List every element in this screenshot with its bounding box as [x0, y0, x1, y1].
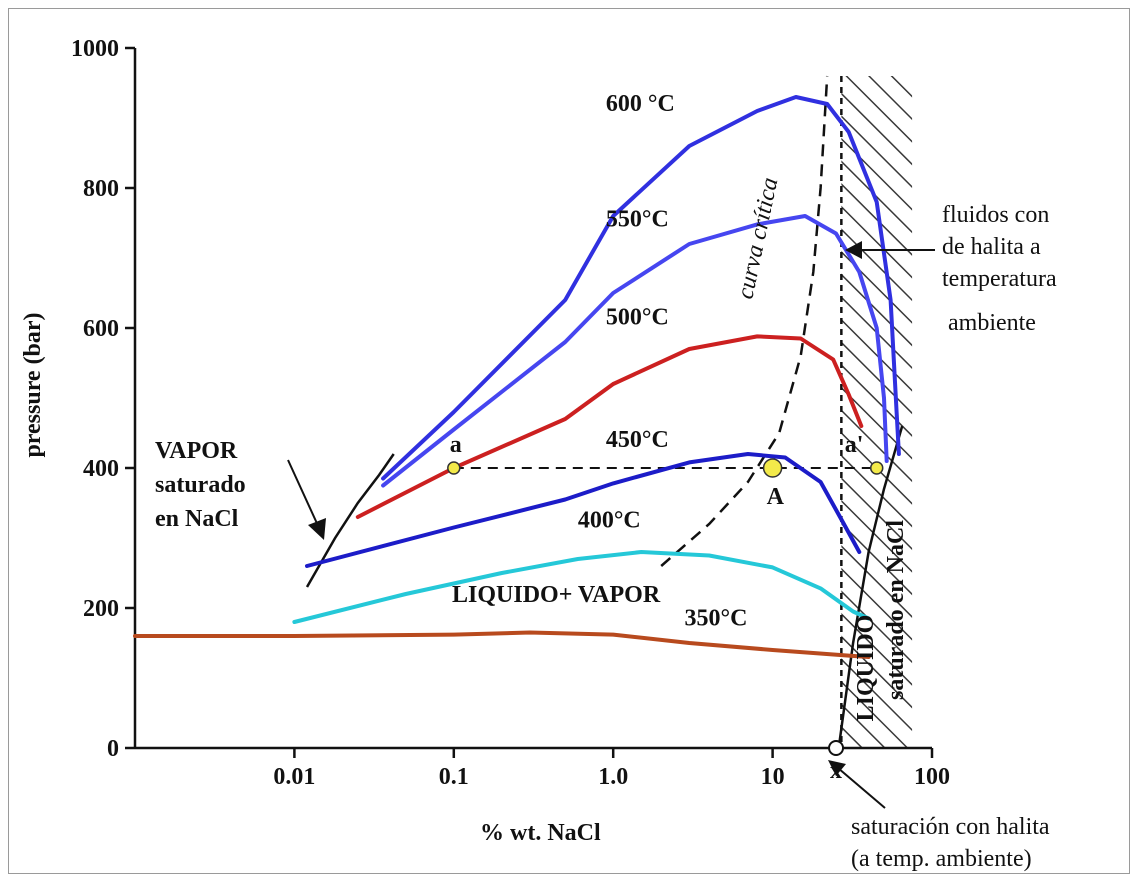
liquid-label-2: saturado en NaCl: [883, 520, 909, 700]
isotherm-label: 400°C: [578, 508, 641, 534]
isotherm-line: [133, 630, 871, 659]
vapor-label-3: en NaCl: [155, 506, 239, 532]
saturation-arrow-head: [828, 760, 846, 776]
axis-ticks: 0 200 400 600 800 1000 0.01 0.1 1.0 10 100: [71, 36, 950, 790]
y-tick-label: 0: [107, 736, 119, 762]
isotherm-label: 500°C: [606, 305, 669, 331]
liquid-label-1: LIQUIDO: [853, 615, 879, 722]
isotherm-line: [381, 95, 901, 481]
critical-curve-label: curva crítica: [732, 175, 783, 301]
isotherm-label: 550°C: [606, 207, 669, 233]
marked-points: a Aa' x: [447, 432, 884, 784]
y-tick-label: 400: [83, 456, 119, 482]
isotherm-labels: 600 °C 550°C 500°C 450°C 400°C 350°C: [578, 91, 748, 632]
x-tick-label: 100: [914, 764, 950, 790]
liquid-saturation-boundary: [837, 425, 904, 749]
point-marker: [869, 461, 884, 475]
fluids-note-3: temperatura: [942, 266, 1057, 292]
y-tick-label: 600: [83, 316, 119, 342]
saturation-note-1: saturación con halita: [851, 814, 1050, 840]
x-tick-label: 10: [761, 764, 785, 790]
vapor-label-1: VAPOR: [155, 438, 238, 464]
fluids-arrow-head: [845, 241, 862, 259]
vapor-label-2: saturado: [155, 472, 246, 498]
x-axis-title: % wt. NaCl: [480, 820, 601, 846]
liquid-vapor-label: LIQUIDO+ VAPOR: [452, 582, 661, 608]
isotherm-line: [292, 550, 871, 624]
y-axis-title: pressure (bar): [20, 312, 46, 457]
vapor-saturation-boundary: [305, 453, 395, 588]
point-label: a': [845, 432, 864, 458]
point-marker: [762, 458, 783, 478]
point-label: x: [830, 758, 842, 784]
fluids-note-1: fluidos con: [942, 202, 1049, 228]
fluids-note-4: ambiente: [948, 310, 1036, 336]
figure-frame: [8, 8, 1130, 874]
x-tick-label: 1.0: [598, 764, 628, 790]
saturation-note-2: (a temp. ambiente): [851, 846, 1032, 872]
point-marker: [447, 461, 461, 475]
saturation-arrow-line: [837, 767, 886, 809]
fluids-note-2: de halita a: [942, 234, 1041, 260]
y-tick-label: 800: [83, 176, 119, 202]
isotherm-label: 450°C: [606, 427, 669, 453]
point-marker: [828, 740, 845, 756]
isotherm-line: [381, 214, 889, 488]
vapor-arrow-line: [287, 459, 321, 531]
x-tick-label: 0.01: [273, 764, 315, 790]
isotherm-label: 350°C: [684, 606, 747, 632]
x-tick-label: 0.1: [439, 764, 469, 790]
isotherm-curves: [133, 75, 904, 749]
isotherm-label: 600 °C: [606, 91, 675, 117]
y-tick-label: 200: [83, 596, 119, 622]
isotherm-line: [305, 452, 862, 568]
isotherm-line: [355, 334, 864, 519]
vapor-arrow-head: [308, 518, 326, 540]
point-label: A: [767, 484, 785, 510]
y-tick-label: 1000: [71, 36, 119, 62]
point-label: a: [450, 432, 462, 458]
